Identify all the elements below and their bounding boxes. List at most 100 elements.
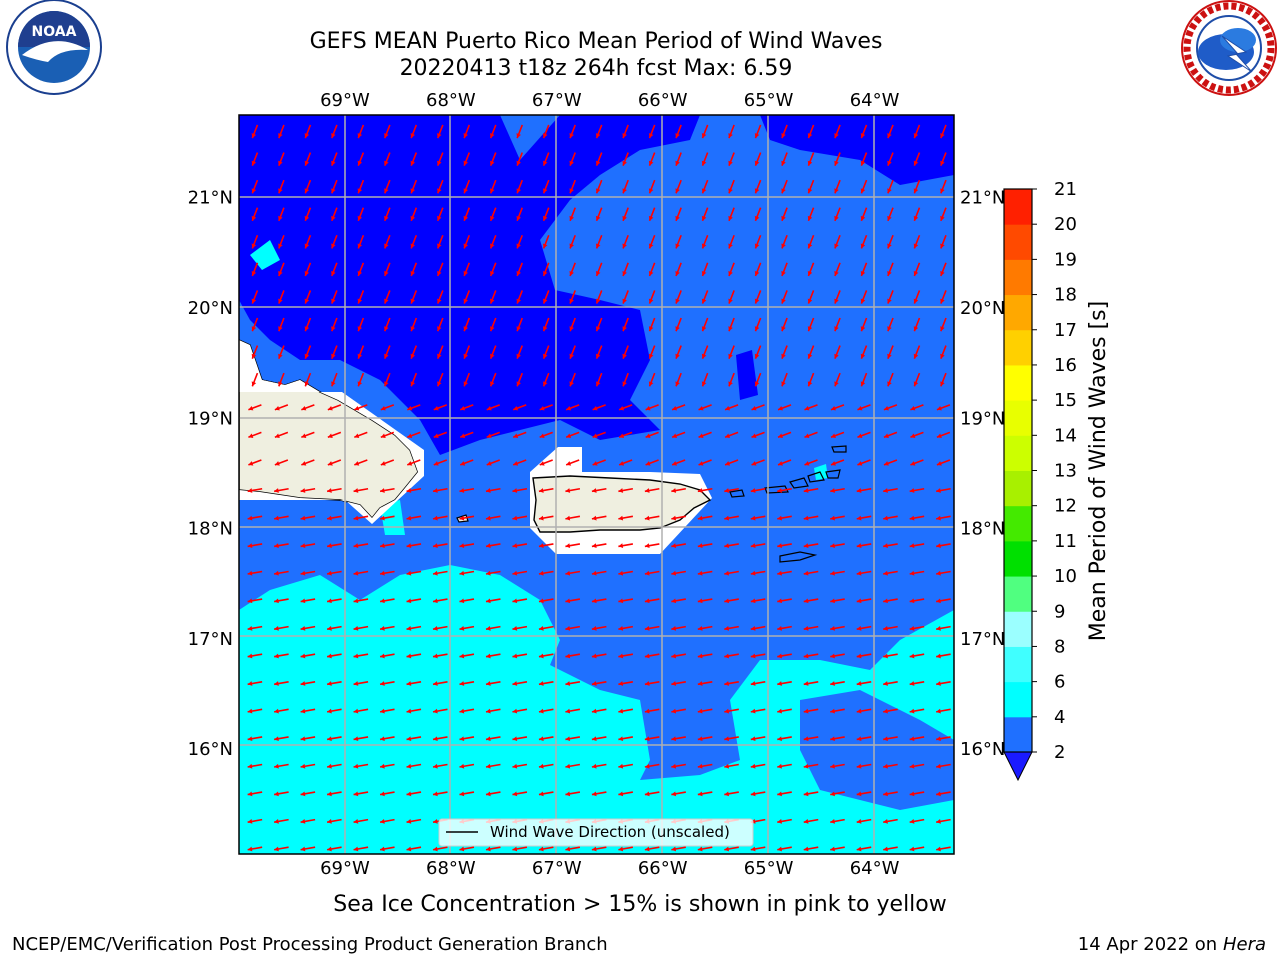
wind-arrow — [357, 207, 365, 222]
wind-arrow — [697, 846, 713, 852]
wind-arrow — [834, 345, 841, 360]
wind-arrow — [542, 124, 550, 139]
wind-arrow — [675, 372, 682, 387]
wind-arrow — [463, 262, 471, 277]
wind-arrow — [273, 708, 289, 714]
wind-arrow — [379, 818, 395, 824]
wind-arrow — [834, 262, 841, 277]
wind-arrow — [936, 791, 951, 797]
wind-arrow — [591, 487, 607, 493]
wind-arrow — [724, 515, 739, 521]
wind-arrow — [750, 763, 766, 769]
wind-arrow — [724, 846, 739, 852]
wind-arrow — [777, 598, 792, 604]
wind-arrow — [777, 763, 792, 769]
wind-arrow — [274, 459, 289, 466]
wind-arrow — [326, 487, 342, 493]
colorbar-segment — [1004, 224, 1032, 260]
wind-arrow — [489, 345, 497, 360]
wind-arrow — [913, 124, 921, 139]
wind-arrow — [565, 487, 581, 493]
wind-arrow — [569, 290, 576, 304]
wind-arrow — [326, 625, 342, 631]
island-vieques — [729, 489, 745, 498]
wind-arrow — [803, 570, 819, 576]
wind-arrow — [622, 372, 629, 387]
colorbar-tick-label: 12 — [1054, 496, 1077, 517]
wind-arrow — [489, 124, 497, 139]
wind-arrow — [379, 543, 395, 549]
wind-arrow — [516, 152, 524, 166]
wind-arrow — [300, 708, 316, 714]
wind-arrow — [940, 152, 947, 166]
wind-arrow — [538, 515, 554, 521]
wind-arrow — [936, 431, 951, 439]
wind-arrow — [618, 625, 634, 631]
wind-arrow — [909, 625, 925, 631]
wind-arrow — [860, 290, 868, 304]
wind-arrow — [353, 708, 369, 714]
y-tick-label-left: 19°N — [188, 408, 233, 429]
wind-arrow — [936, 653, 951, 659]
wind-arrow — [459, 625, 475, 631]
wind-arrow — [913, 317, 921, 332]
wind-arrow — [936, 846, 951, 852]
wind-arrow — [830, 625, 845, 631]
wind-arrow — [754, 234, 762, 249]
wind-arrow — [777, 570, 792, 576]
wind-arrow — [887, 124, 894, 139]
wind-arrow — [436, 234, 444, 249]
wind-arrow — [300, 763, 316, 769]
wind-arrow — [278, 152, 285, 166]
wind-arrow — [331, 317, 338, 332]
wind-arrow — [247, 818, 263, 824]
wind-arrow — [379, 708, 395, 714]
wind-arrow — [300, 487, 316, 493]
wind-arrow — [830, 846, 845, 852]
wind-arrow — [406, 736, 422, 742]
wind-arrow — [331, 372, 338, 387]
wind-arrow — [304, 124, 312, 139]
wind-arrow — [326, 570, 342, 576]
wind-arrow — [300, 543, 316, 549]
wind-arrow — [432, 708, 448, 714]
wind-arrow — [489, 372, 497, 387]
wind-arrow — [644, 653, 660, 659]
wind-arrow — [936, 625, 951, 631]
wind-arrow — [251, 345, 259, 360]
wind-arrow — [887, 345, 894, 360]
wind-arrow — [645, 431, 659, 439]
wind-arrow — [436, 152, 444, 166]
wind-arrow — [273, 487, 289, 493]
wind-arrow — [697, 625, 713, 631]
wind-arrow — [569, 317, 576, 332]
wind-arrow — [383, 124, 391, 139]
wind-arrow — [516, 345, 524, 360]
wind-arrow — [432, 570, 448, 576]
wind-arrow — [327, 459, 342, 466]
wind-arrow — [671, 653, 686, 659]
wind-arrow — [697, 791, 713, 797]
wind-arrow — [750, 598, 766, 604]
wind-arrow — [247, 680, 263, 686]
wind-arrow — [379, 625, 395, 631]
wind-arrow — [516, 290, 524, 304]
wind-arrow — [410, 234, 418, 249]
wind-arrow — [728, 372, 735, 387]
wind-arrow — [300, 818, 316, 824]
wind-arrow — [410, 317, 418, 332]
wind-arrow — [728, 152, 735, 166]
wind-arrow — [486, 404, 500, 411]
wind-arrow — [883, 680, 898, 686]
wind-arrow — [807, 124, 815, 139]
wind-arrow — [887, 152, 894, 166]
wind-arrow — [724, 543, 739, 549]
wind-arrow — [803, 543, 819, 549]
wind-arrow — [754, 124, 762, 139]
wind-arrow — [910, 459, 924, 466]
wind-arrow — [512, 680, 528, 686]
colorbar-tick-label: 6 — [1054, 672, 1065, 693]
wind-arrow — [675, 345, 682, 360]
wind-arrow — [569, 179, 576, 194]
wind-arrow — [675, 179, 682, 194]
